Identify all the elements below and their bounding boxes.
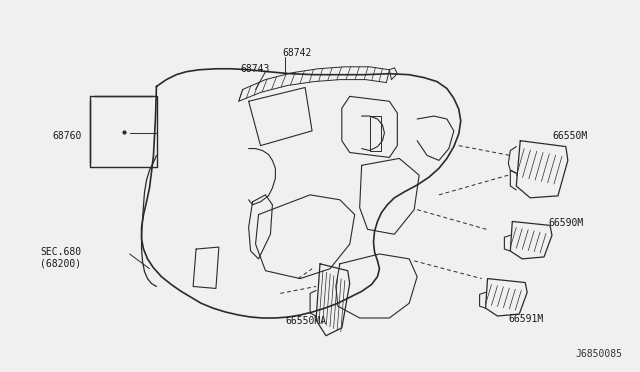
Text: 66550MA: 66550MA xyxy=(285,316,326,326)
Text: 66591M: 66591M xyxy=(508,314,543,324)
Text: 66590M: 66590M xyxy=(548,218,583,228)
Text: 68742: 68742 xyxy=(282,48,312,58)
Text: 68743: 68743 xyxy=(241,64,270,74)
Text: (68200): (68200) xyxy=(40,259,81,269)
Text: 66550M: 66550M xyxy=(552,131,588,141)
Text: SEC.680: SEC.680 xyxy=(40,247,81,257)
Text: J6850085: J6850085 xyxy=(575,349,622,359)
Text: 68760: 68760 xyxy=(52,131,82,141)
